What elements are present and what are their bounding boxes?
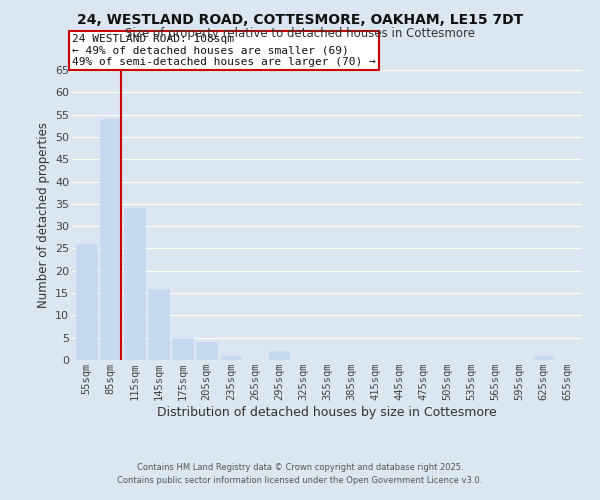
Text: Size of property relative to detached houses in Cottesmore: Size of property relative to detached ho… (125, 28, 475, 40)
Bar (76, 244, 97, 360)
Text: 24, WESTLAND ROAD, COTTESMORE, OAKHAM, LE15 7DT: 24, WESTLAND ROAD, COTTESMORE, OAKHAM, L… (77, 12, 523, 26)
Bar (533, 356, 554, 360)
Text: Contains public sector information licensed under the Open Government Licence v3: Contains public sector information licen… (118, 476, 482, 485)
Bar (172, 338, 193, 360)
Bar (269, 351, 289, 360)
Bar (221, 356, 241, 360)
Bar (100, 119, 121, 360)
X-axis label: Distribution of detached houses by size in Cottesmore: Distribution of detached houses by size … (157, 406, 497, 419)
Text: 24 WESTLAND ROAD: 108sqm
← 49% of detached houses are smaller (69)
49% of semi-d: 24 WESTLAND ROAD: 108sqm ← 49% of detach… (72, 34, 376, 67)
Bar (196, 342, 217, 360)
Bar (148, 288, 169, 360)
Y-axis label: Number of detached properties: Number of detached properties (37, 122, 50, 308)
Text: Contains HM Land Registry data © Crown copyright and database right 2025.: Contains HM Land Registry data © Crown c… (137, 464, 463, 472)
Bar (124, 208, 145, 360)
